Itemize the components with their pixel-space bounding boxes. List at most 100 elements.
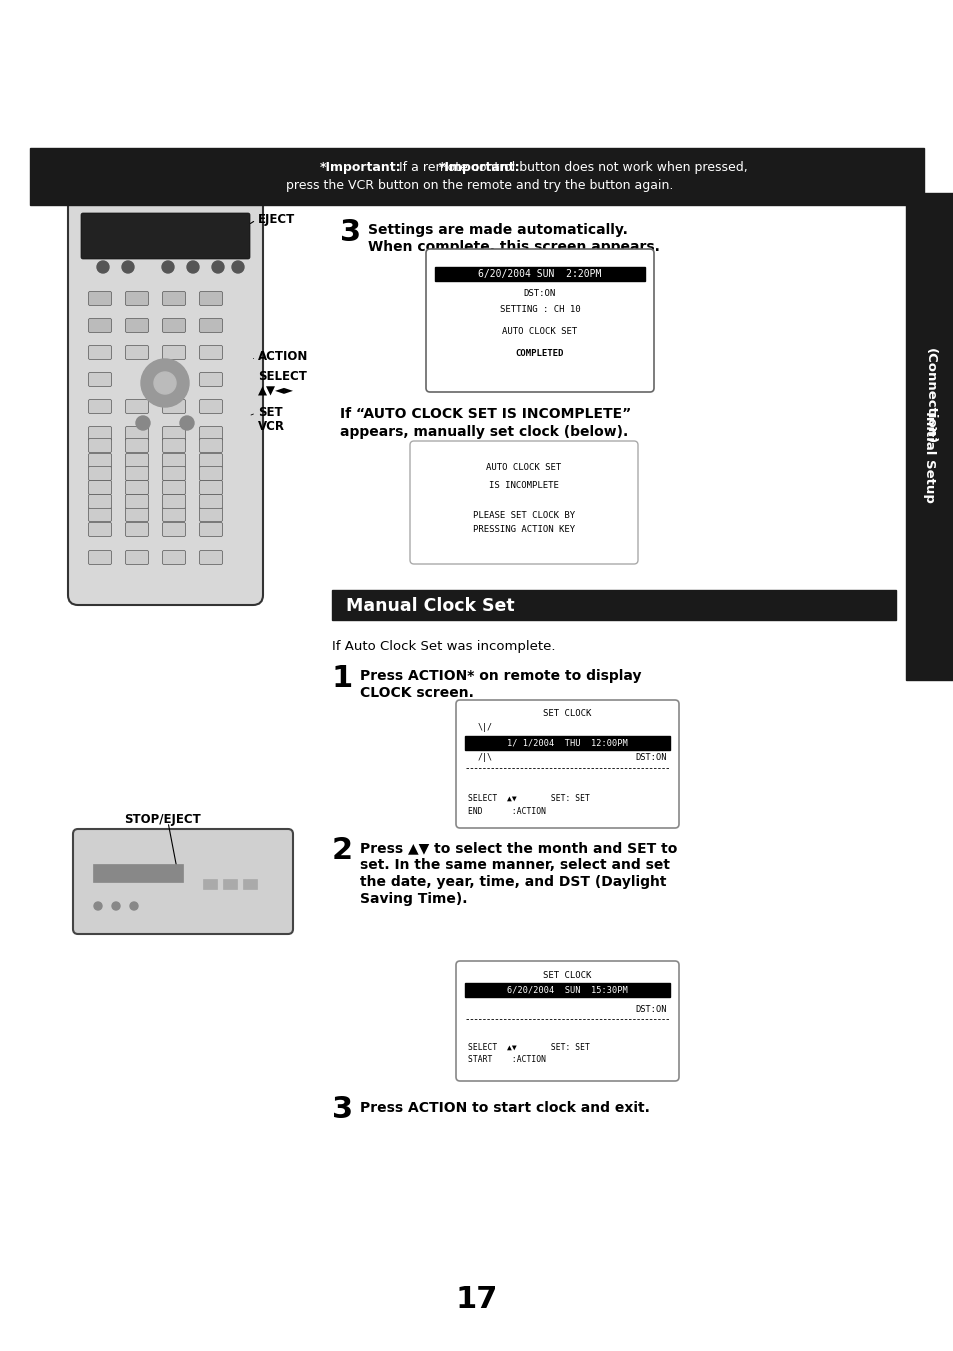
Bar [905,193,953,680]
Text: Initial Setup: Initial Setup [923,411,936,503]
Text: AUTO CLOCK SET: AUTO CLOCK SET [486,462,561,471]
Text: PLEASE SET CLOCK BY: PLEASE SET CLOCK BY [473,511,575,520]
FancyBboxPatch shape [199,494,222,508]
FancyBboxPatch shape [162,400,185,413]
FancyBboxPatch shape [410,440,638,563]
Bar [92,865,183,882]
Text: (Connection): (Connection) [923,349,936,444]
Text: /|\: /|\ [477,754,493,762]
FancyBboxPatch shape [162,319,185,332]
Text: If “AUTO CLOCK SET IS INCOMPLETE”: If “AUTO CLOCK SET IS INCOMPLETE” [339,407,631,422]
Bar [435,267,644,281]
FancyBboxPatch shape [199,454,222,467]
FancyBboxPatch shape [426,249,654,392]
Text: Press ACTION to start clock and exit.: Press ACTION to start clock and exit. [359,1101,649,1115]
FancyBboxPatch shape [89,346,112,359]
Circle shape [112,902,120,911]
FancyBboxPatch shape [126,508,149,521]
FancyBboxPatch shape [126,439,149,453]
Text: 3: 3 [332,1096,353,1124]
Circle shape [232,261,244,273]
Text: IS INCOMPLETE: IS INCOMPLETE [489,481,558,489]
FancyBboxPatch shape [162,494,185,508]
FancyBboxPatch shape [89,494,112,508]
Circle shape [180,416,193,430]
Text: EJECT: EJECT [257,213,294,227]
Text: SELECT: SELECT [257,370,307,384]
Bar [243,880,256,889]
FancyBboxPatch shape [126,400,149,413]
Text: 6/20/2004  SUN  15:30PM: 6/20/2004 SUN 15:30PM [507,985,627,994]
Bar [30,149,923,205]
FancyBboxPatch shape [456,961,679,1081]
Text: *Important:: *Important: [319,162,401,174]
Text: the date, year, time, and DST (Daylight: the date, year, time, and DST (Daylight [359,875,666,889]
Circle shape [94,902,102,911]
Text: COMPLETED: COMPLETED [516,349,563,358]
FancyBboxPatch shape [199,439,222,453]
Text: set. In the same manner, select and set: set. In the same manner, select and set [359,858,669,871]
Text: PRESSING ACTION KEY: PRESSING ACTION KEY [473,526,575,535]
FancyBboxPatch shape [73,830,293,934]
FancyBboxPatch shape [162,427,185,440]
Text: 3: 3 [339,218,361,247]
Circle shape [162,261,173,273]
Circle shape [212,261,224,273]
FancyBboxPatch shape [126,454,149,467]
Text: 1/ 1/2004  THU  12:00PM: 1/ 1/2004 THU 12:00PM [507,739,627,747]
Text: If Auto Clock Set was incomplete.: If Auto Clock Set was incomplete. [332,640,555,653]
FancyBboxPatch shape [199,346,222,359]
FancyBboxPatch shape [162,346,185,359]
Text: Manual Clock Set: Manual Clock Set [346,597,514,615]
FancyBboxPatch shape [89,427,112,440]
Text: SET CLOCK: SET CLOCK [543,970,591,979]
Bar [464,984,669,997]
FancyBboxPatch shape [199,427,222,440]
FancyBboxPatch shape [89,292,112,305]
Text: 17: 17 [456,1286,497,1315]
FancyBboxPatch shape [199,373,222,386]
Circle shape [122,261,133,273]
Text: CLOCK screen.: CLOCK screen. [359,686,474,700]
Text: \|/: \|/ [477,724,493,732]
FancyBboxPatch shape [199,523,222,536]
Text: Press ACTION* on remote to display: Press ACTION* on remote to display [359,669,640,684]
FancyBboxPatch shape [89,439,112,453]
FancyBboxPatch shape [162,292,185,305]
FancyBboxPatch shape [126,346,149,359]
FancyBboxPatch shape [89,454,112,467]
FancyBboxPatch shape [162,439,185,453]
FancyBboxPatch shape [126,550,149,565]
FancyBboxPatch shape [456,700,679,828]
Text: press the VCR button on the remote and try the button again.: press the VCR button on the remote and t… [286,180,673,192]
Text: AUTO CLOCK SET: AUTO CLOCK SET [502,327,577,335]
Text: 6/20/2004 SUN  2:20PM: 6/20/2004 SUN 2:20PM [477,269,601,280]
Text: If a remote control button does not work when pressed,: If a remote control button does not work… [395,162,747,174]
Bar [223,880,236,889]
Text: DST:ON: DST:ON [523,289,556,297]
Bar [203,880,216,889]
FancyBboxPatch shape [199,481,222,494]
Text: END      :ACTION: END :ACTION [468,807,545,816]
FancyBboxPatch shape [89,400,112,413]
Bar [332,590,895,620]
FancyBboxPatch shape [89,373,112,386]
Text: When complete, this screen appears.: When complete, this screen appears. [368,240,659,254]
Circle shape [130,902,138,911]
FancyBboxPatch shape [89,550,112,565]
FancyBboxPatch shape [68,195,263,605]
FancyBboxPatch shape [89,466,112,481]
FancyBboxPatch shape [162,466,185,481]
Text: *Important:: *Important: [438,162,520,174]
FancyBboxPatch shape [81,213,250,259]
Text: STOP/EJECT: STOP/EJECT [125,812,201,825]
Text: Press ▲▼ to select the month and SET to: Press ▲▼ to select the month and SET to [359,842,677,855]
FancyBboxPatch shape [89,481,112,494]
FancyBboxPatch shape [126,319,149,332]
Text: DST:ON: DST:ON [635,754,666,762]
Circle shape [97,261,109,273]
FancyBboxPatch shape [162,550,185,565]
FancyBboxPatch shape [199,319,222,332]
Circle shape [136,416,150,430]
FancyBboxPatch shape [199,508,222,521]
